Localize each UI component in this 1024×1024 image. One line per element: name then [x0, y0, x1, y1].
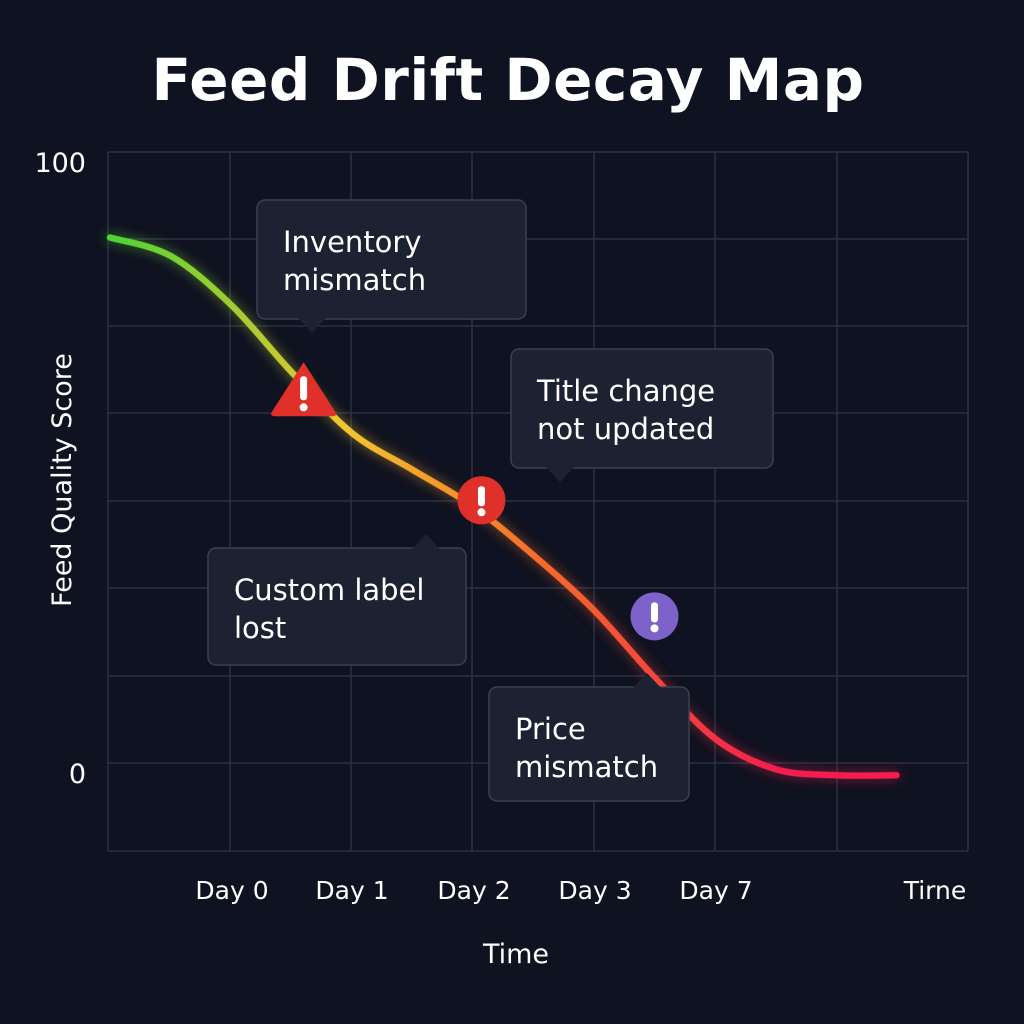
callout: Inventory mismatch [256, 199, 527, 333]
y-axis-label: Feed Quality Score [47, 353, 78, 607]
x-axis-label: Time [482, 939, 549, 970]
callout-text: Price [515, 712, 586, 746]
x-tick-label: Day 2 [437, 876, 510, 905]
series-group [106, 234, 900, 780]
alert-circle-icon [457, 476, 506, 525]
callout-tail [546, 467, 574, 482]
exclamation-dot [299, 403, 308, 412]
callout-text: not updated [537, 412, 714, 446]
exclamation-bar [300, 376, 308, 401]
callout-box [207, 547, 467, 666]
x-axis-ticks: Day 0 Day 1 Day 2 Day 3 Day 7 Tirne [195, 876, 966, 905]
callout-tail [298, 318, 326, 333]
callout: Title change not updated [510, 348, 774, 482]
alert-circle-icon [630, 592, 679, 641]
y-tick-label: 0 [69, 759, 86, 790]
callout-text: mismatch [283, 263, 426, 297]
exclamation-bar [477, 486, 485, 507]
chart-title: Feed Drift Decay Map [151, 46, 865, 114]
x-tick-label: Day 1 [315, 876, 388, 905]
x-tick-label: Day 3 [558, 876, 631, 905]
markers [271, 362, 679, 641]
warning-triangle-icon [271, 362, 337, 417]
callouts: Inventory mismatch Title change not updated… [207, 199, 774, 802]
x-tick-label: Day 0 [195, 876, 268, 905]
callout-text: Title change [536, 374, 715, 408]
callout-box [488, 686, 690, 802]
series-line [107, 234, 900, 779]
callout-box [256, 199, 527, 320]
y-axis-ticks: 100 0 [34, 148, 86, 790]
exclamation-dot [477, 508, 486, 517]
callout-box [510, 348, 774, 469]
exclamation-bar [651, 602, 658, 623]
callout-tail [412, 534, 440, 549]
callout-tail [633, 673, 661, 688]
x-tick-label: Tirne [903, 876, 967, 905]
exclamation-dot [650, 624, 659, 633]
x-tick-label: Day 7 [679, 876, 752, 905]
callout: Custom label lost [207, 534, 467, 666]
callout-text: Inventory [283, 225, 422, 259]
y-tick-label: 100 [34, 148, 86, 179]
callout-text: lost [234, 611, 286, 645]
callout-text: mismatch [515, 750, 658, 784]
callout-text: Custom label [234, 573, 424, 607]
callout: Price mismatch [488, 673, 690, 802]
